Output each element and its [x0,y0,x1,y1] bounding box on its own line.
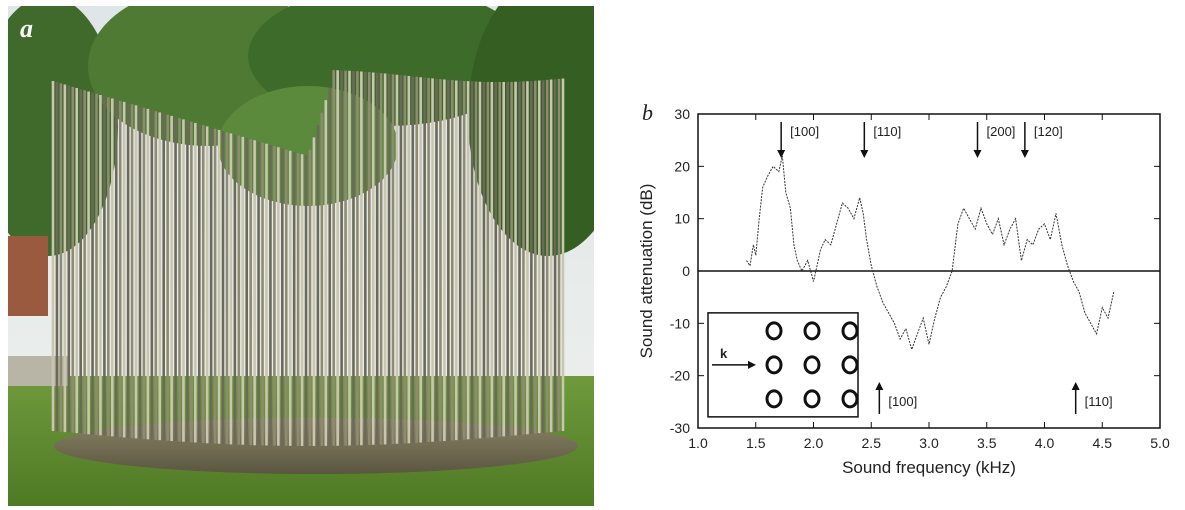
inset-scatterer [803,389,821,409]
wave-vector-arrowhead [748,360,756,369]
annotation-label: [200] [987,124,1016,139]
annotation-label: [110] [1085,394,1113,409]
x-tick-label: 3.5 [977,435,997,451]
annotation-arrowhead [777,150,786,158]
y-tick-label: -20 [670,368,690,384]
y-tick-label: 0 [682,263,690,279]
annotation-label: [100] [888,394,917,409]
x-tick-label: 1.0 [688,435,708,451]
x-tick-label: 3.0 [919,435,939,451]
y-axis-title: Sound attenuation (dB) [637,184,656,359]
annotation-arrowhead [860,150,869,158]
annotation-arrowhead [875,382,884,390]
inset-scatterer [841,389,859,409]
y-tick-label: -30 [670,420,690,436]
inset-scatterer [841,321,859,341]
x-axis-title: Sound frequency (kHz) [842,458,1016,477]
annotation-label: [110] [873,124,901,139]
y-tick-label: 20 [674,158,690,174]
x-tick-label: 5.0 [1150,435,1170,451]
x-tick-label: 4.5 [1093,435,1113,451]
x-tick-label: 2.5 [862,435,882,451]
x-tick-label: 4.0 [1035,435,1055,451]
inset-scatterer [765,321,783,341]
attenuation-chart: b 1.0 1.5 2.0 2.5 3.0 3.5 4.0 4.5 5.0 -30 -20 -10 0 1… [630,100,1180,500]
annotation-arrowhead [973,150,982,158]
sculpture-photo: a [8,6,594,506]
y-tick-label: -10 [670,315,690,331]
inset-scatterer [841,355,859,375]
annotation-arrowhead [1071,382,1080,390]
panel-label-a: a [20,14,33,43]
sculpture-rods [51,70,565,446]
annotation-label: [120] [1034,124,1063,139]
x-tick-label: 1.5 [746,435,766,451]
wave-vector-label: k [720,346,728,361]
annotation-arrowhead [1020,150,1029,158]
inset-scatterer [765,389,783,409]
y-tick-label: 10 [674,211,690,227]
chart-svg: 1.0 1.5 2.0 2.5 3.0 3.5 4.0 4.5 5.0 -30 -20 -10 0 10 2… [637,106,1170,477]
inset-scatterer [803,355,821,375]
inset-scatterer [765,355,783,375]
x-tick-label: 2.0 [804,435,824,451]
panel-label-b: b [642,100,653,125]
inset-scatterer [803,321,821,341]
series-line [746,155,1115,352]
sculpture-photo-image [8,6,594,506]
annotation-label: [100] [790,124,819,139]
y-tick-label: 30 [674,106,690,122]
